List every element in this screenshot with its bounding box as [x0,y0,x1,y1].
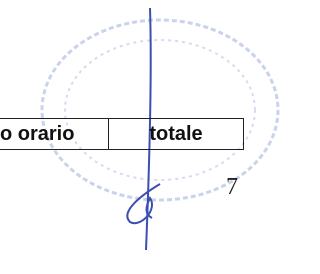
stamp-inner [65,40,255,180]
page: o orario totale 7 {"table": {"header": [… [0,0,280,274]
signature [127,184,160,223]
stamp-outer [42,20,278,200]
table-header-cell: totale [108,118,244,150]
table-header-cell: o orario [0,118,109,150]
page-number: 7 [226,174,238,201]
